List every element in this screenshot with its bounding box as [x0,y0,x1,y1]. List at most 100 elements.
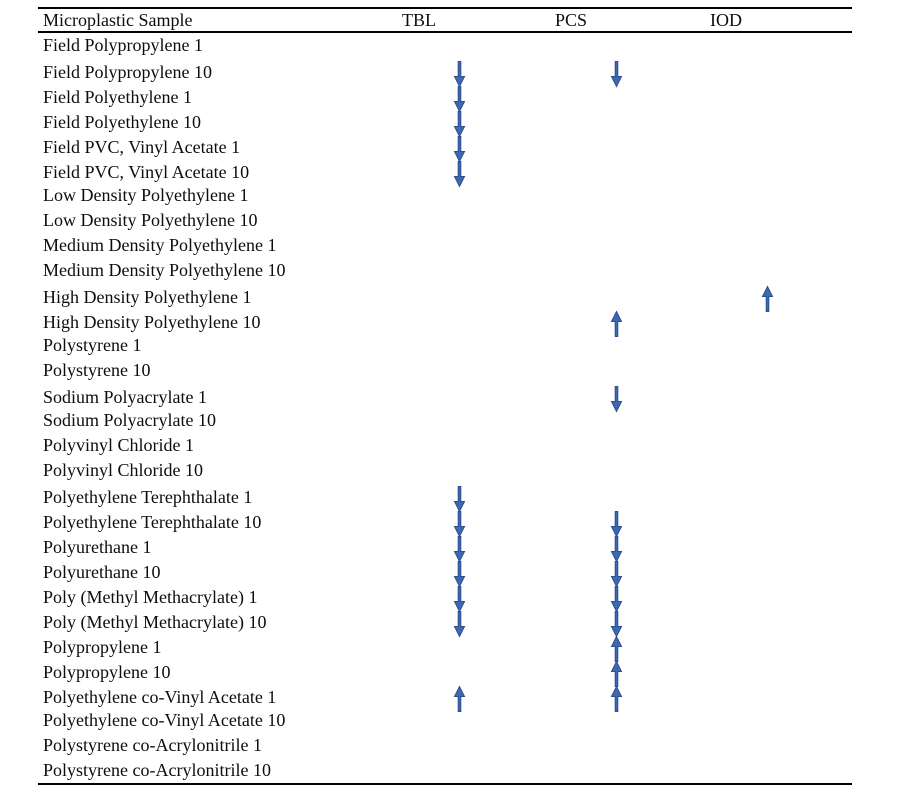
tbl-cell [400,608,553,638]
tbl-cell [400,58,553,88]
tbl-cell [400,508,553,538]
table-row: High Density Polyethylene 10 [38,308,852,337]
sample-name-cell: Polystyrene co-Acrylonitrile 10 [43,760,271,780]
down-arrow-icon [453,486,466,513]
sample-name-cell: Polystyrene 1 [43,335,142,355]
pcs-cell [553,633,708,662]
table-row: Polyethylene co-Vinyl Acetate 1 [38,683,852,712]
iod-cell [708,283,852,312]
down-arrow-icon [453,611,466,638]
tbl-cell [400,533,553,563]
column-header-pcs: PCS [555,10,588,30]
tbl-cell [400,133,553,163]
table-row: Medium Density Polyethylene 1 [38,233,852,258]
table-row: Polyethylene co-Vinyl Acetate 10 [38,708,852,733]
pcs-cell [553,383,708,413]
sample-name-cell: Polypropylene 1 [43,637,162,657]
microplastics-results-table: Microplastic Sample TBL PCS IOD Field Po… [38,7,852,785]
sample-name-cell: Low Density Polyethylene 1 [43,185,249,205]
tbl-cell [400,483,553,513]
table-row: High Density Polyethylene 1 [38,283,852,312]
pcs-cell [553,583,708,613]
sample-name-cell: Poly (Methyl Methacrylate) 1 [43,587,258,607]
down-arrow-icon [610,561,623,588]
sample-name-cell: Polyurethane 1 [43,537,152,557]
sample-name-cell: Poly (Methyl Methacrylate) 10 [43,612,267,632]
down-arrow-icon [453,561,466,588]
tbl-cell [400,108,553,138]
column-header-sample: Microplastic Sample [43,10,193,30]
sample-name-cell: Sodium Polyacrylate 1 [43,387,207,407]
tbl-cell [400,158,553,188]
table-row: Low Density Polyethylene 10 [38,208,852,233]
up-arrow-icon [610,685,623,712]
pcs-cell [553,308,708,337]
down-arrow-icon [453,161,466,188]
sample-name-cell: Polyethylene co-Vinyl Acetate 1 [43,687,277,707]
table-row: Field Polypropylene 1 [38,33,852,58]
table-row: Field Polypropylene 10 [38,58,852,88]
table-row: Polypropylene 1 [38,633,852,662]
down-arrow-icon [453,61,466,88]
sample-name-cell: High Density Polyethylene 1 [43,287,252,307]
down-arrow-icon [610,611,623,638]
down-arrow-icon [453,136,466,163]
pcs-cell [553,608,708,638]
table-row: Polyethylene Terephthalate 10 [38,508,852,538]
sample-name-cell: Polyethylene co-Vinyl Acetate 10 [43,710,286,730]
sample-name-cell: Field Polypropylene 10 [43,62,212,82]
pcs-cell [553,58,708,88]
sample-name-cell: Polyvinyl Chloride 10 [43,460,204,480]
sample-name-cell: Sodium Polyacrylate 10 [43,410,216,430]
sample-name-cell: Low Density Polyethylene 10 [43,210,258,230]
table-row: Polypropylene 10 [38,658,852,687]
down-arrow-icon [610,61,623,88]
down-arrow-icon [610,586,623,613]
table-row: Polyvinyl Chloride 10 [38,458,852,483]
table-row: Field Polyethylene 10 [38,108,852,138]
sample-name-cell: Polystyrene co-Acrylonitrile 1 [43,735,262,755]
sample-name-cell: Polyvinyl Chloride 1 [43,435,195,455]
tbl-cell [400,83,553,113]
pcs-cell [553,508,708,538]
sample-name-cell: Field Polyethylene 1 [43,87,192,107]
sample-name-cell: Polyethylene Terephthalate 10 [43,512,262,532]
pcs-cell [553,558,708,588]
pcs-cell [553,658,708,687]
pcs-cell [553,683,708,712]
sample-name-cell: Polystyrene 10 [43,360,151,380]
table-row: Low Density Polyethylene 1 [38,183,852,208]
sample-name-cell: Field PVC, Vinyl Acetate 1 [43,137,241,157]
pcs-cell [553,533,708,563]
table-row: Polystyrene co-Acrylonitrile 1 [38,733,852,758]
sample-name-cell: Field Polyethylene 10 [43,112,201,132]
table-row: Polyethylene Terephthalate 1 [38,483,852,513]
table-row: Polyurethane 1 [38,533,852,563]
sample-name-cell: Polyethylene Terephthalate 1 [43,487,253,507]
column-header-tbl: TBL [402,10,436,30]
table-row: Poly (Methyl Methacrylate) 10 [38,608,852,638]
sample-name-cell: Polyurethane 10 [43,562,161,582]
table-body: Field Polypropylene 1 Field Polypropylene… [38,33,852,785]
down-arrow-icon [453,586,466,613]
up-arrow-icon [610,310,623,337]
down-arrow-icon [453,86,466,113]
table-row: Polyurethane 10 [38,558,852,588]
table-header-row: Microplastic Sample TBL PCS IOD [38,7,852,33]
table-row: Polyvinyl Chloride 1 [38,433,852,458]
down-arrow-icon [453,536,466,563]
table-row: Field PVC, Vinyl Acetate 1 [38,133,852,163]
table-row: Sodium Polyacrylate 10 [38,408,852,433]
table-row: Field PVC, Vinyl Acetate 10 [38,158,852,188]
up-arrow-icon [610,660,623,687]
sample-name-cell: High Density Polyethylene 10 [43,312,261,332]
down-arrow-icon [453,111,466,138]
sample-name-cell: Medium Density Polyethylene 10 [43,260,286,280]
tbl-cell [400,583,553,613]
table-row: Sodium Polyacrylate 1 [38,383,852,413]
sample-name-cell: Polypropylene 10 [43,662,171,682]
sample-name-cell: Field PVC, Vinyl Acetate 10 [43,162,250,182]
up-arrow-icon [610,635,623,662]
column-header-iod: IOD [710,10,742,30]
table-row: Polystyrene 1 [38,333,852,358]
